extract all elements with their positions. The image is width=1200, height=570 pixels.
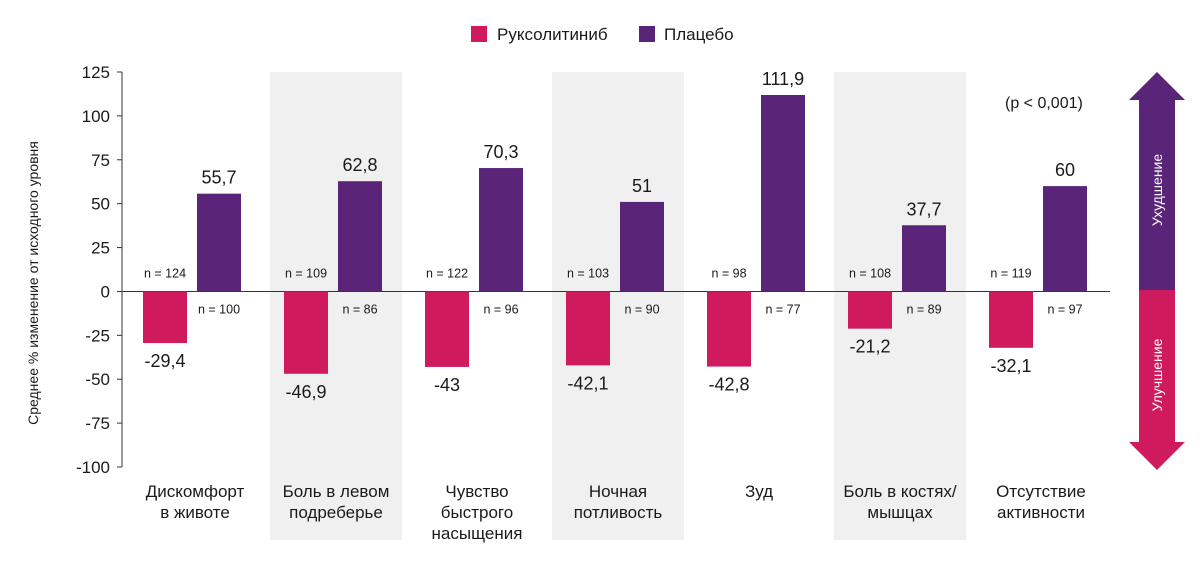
data-label-placebo: 60	[1055, 160, 1075, 180]
bars	[143, 94, 1087, 374]
bar-ruxolitinib	[425, 291, 469, 367]
y-tick-label: 0	[101, 282, 110, 301]
n-label-ruxolitinib: n = 98	[711, 266, 746, 280]
category-label-line: Отсутствие	[996, 482, 1086, 501]
category-label-line: Зуд	[745, 482, 773, 501]
data-label-ruxolitinib: -46,9	[285, 382, 326, 402]
y-tick-label: 75	[91, 151, 110, 170]
bar-ruxolitinib	[707, 291, 751, 367]
category-label: Боль в левом подреберье	[283, 482, 390, 522]
category-label: Чувство быстрого насыщения	[432, 482, 523, 543]
category-bands	[270, 72, 966, 540]
y-tick-label: -25	[85, 326, 110, 345]
data-label-ruxolitinib: -32,1	[990, 356, 1031, 376]
bar-placebo	[1043, 186, 1087, 292]
data-label-placebo: 55,7	[201, 168, 236, 188]
bar-ruxolitinib	[143, 291, 187, 344]
arrow-down-label: Улучшение	[1149, 338, 1165, 411]
bar-placebo	[902, 225, 946, 292]
data-label-placebo: 37,7	[906, 199, 941, 219]
data-label-placebo: 111,9	[762, 69, 804, 89]
category-label: Отсутствие активности	[996, 482, 1086, 522]
category-label-line: активности	[997, 503, 1085, 522]
bar-placebo	[761, 94, 805, 292]
n-label-ruxolitinib: n = 124	[144, 266, 186, 280]
category-label-line: Чувство	[445, 482, 508, 501]
bar-ruxolitinib	[989, 291, 1033, 348]
y-tick-label: 25	[91, 239, 110, 258]
category-label-line: быстрого	[441, 503, 513, 522]
category-label-line: Ночная	[589, 482, 647, 501]
n-label-placebo: n = 96	[483, 302, 518, 316]
bar-ruxolitinib	[284, 291, 328, 374]
category-label-line: подреберье	[289, 503, 383, 522]
n-label-ruxolitinib: n = 109	[285, 266, 327, 280]
n-label-ruxolitinib: n = 103	[567, 266, 609, 280]
data-label-ruxolitinib: -29,4	[144, 351, 185, 371]
data-label-placebo: 62,8	[342, 155, 377, 175]
legend-swatch-placebo	[639, 26, 655, 42]
y-tick-label: -75	[85, 414, 110, 433]
arrow-down-improvement	[1129, 290, 1185, 470]
arrow-up-label: Ухудшение	[1149, 154, 1165, 227]
data-label-ruxolitinib: -21,2	[849, 337, 890, 357]
y-tick-label: 125	[82, 63, 110, 82]
y-tick-label: -50	[85, 370, 110, 389]
p-value-annotation: (p < 0,001)	[1005, 95, 1083, 112]
legend-swatch-ruxolitinib	[471, 26, 487, 42]
category-label-line: мышцах	[867, 503, 933, 522]
category-label-line: Боль в костях/	[843, 482, 957, 501]
category-label-line: Дискомфорт	[146, 482, 245, 501]
data-labels: -29,4 55,7 n = 124 n = 100 -46,9 62,8 n = 109 n…	[144, 69, 1083, 402]
category-label: Зуд	[745, 482, 773, 501]
legend-label-placebo: Плацебо	[664, 25, 734, 44]
y-tick-label: 100	[82, 107, 110, 126]
data-label-ruxolitinib: -42,1	[567, 373, 608, 393]
n-label-ruxolitinib: n = 108	[849, 266, 891, 280]
category-label: Дискомфорт в животе	[146, 482, 245, 522]
category-labels: Дискомфорт в животе Боль в левом подреберье…	[146, 482, 1086, 543]
data-label-placebo: 51	[632, 176, 652, 196]
category-label-line: в животе	[160, 503, 230, 522]
bar-placebo	[620, 201, 664, 292]
bar-ruxolitinib	[566, 291, 610, 366]
category-label-line: потливость	[574, 503, 663, 522]
y-tick-label: -100	[76, 458, 110, 477]
n-label-placebo: n = 77	[765, 302, 800, 316]
n-label-placebo: n = 89	[906, 302, 941, 316]
bar-placebo	[479, 168, 523, 292]
category-label: Боль в костях/мышцах	[843, 482, 957, 522]
n-label-ruxolitinib: n = 122	[426, 266, 468, 280]
data-label-placebo: 70,3	[483, 142, 518, 162]
n-label-ruxolitinib: n = 119	[990, 266, 1031, 280]
y-axis-label: Среднее % изменение от исходного уровня	[25, 141, 41, 425]
y-tick-label: 50	[91, 195, 110, 214]
n-label-placebo: n = 86	[342, 302, 377, 316]
category-label: Ночная потливость	[574, 482, 663, 522]
bar-placebo	[338, 181, 382, 292]
bar-placebo	[197, 193, 241, 292]
category-label-line: насыщения	[432, 524, 523, 543]
data-label-ruxolitinib: -42,8	[708, 375, 749, 395]
bar-ruxolitinib	[848, 291, 892, 329]
n-label-placebo: n = 100	[198, 302, 240, 316]
n-label-placebo: n = 90	[624, 302, 659, 316]
n-label-placebo: n = 97	[1047, 302, 1082, 316]
category-label-line: Боль в левом	[283, 482, 390, 501]
data-label-ruxolitinib: -43	[434, 375, 460, 395]
legend: Руксолитиниб Плацебо	[471, 25, 734, 44]
legend-label-ruxolitinib: Руксолитиниб	[497, 25, 608, 44]
direction-arrow: Ухудшение Улучшение	[1129, 72, 1185, 470]
arrow-up-worsening	[1129, 72, 1185, 290]
